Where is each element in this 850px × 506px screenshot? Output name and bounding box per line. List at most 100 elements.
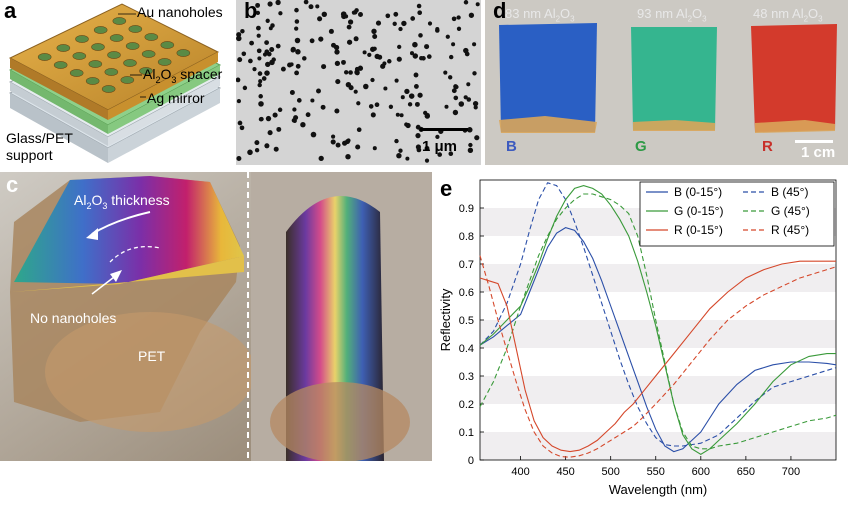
sem-nanohole-dot (254, 148, 260, 153)
sample-r-thickness: 48 nm Al2O3 (753, 6, 823, 24)
sem-nanohole-dot (255, 2, 261, 8)
sem-nanohole-dot (261, 76, 267, 81)
sem-nanohole-dot (351, 10, 356, 15)
x-tick-label: 450 (556, 466, 574, 478)
sem-nanohole-dot (295, 49, 301, 55)
sem-nanohole-dot (240, 28, 245, 34)
sem-nanohole-dot (277, 107, 283, 113)
sem-nanohole-dot (475, 2, 480, 7)
legend-entry: B (45°) (771, 185, 808, 199)
y-tick-label: 0.5 (459, 315, 474, 327)
series-line (479, 255, 837, 458)
sem-nanohole-dot (435, 134, 440, 140)
sem-nanohole-dot (367, 52, 372, 58)
sem-nanohole-dot (437, 152, 443, 157)
nanohole (109, 34, 124, 42)
sem-nanohole-dot (348, 85, 354, 91)
y-tick-label: 0.2 (459, 399, 474, 411)
sem-nanohole-dot (394, 138, 399, 144)
sem-nanohole-dot (256, 33, 261, 38)
sem-nanohole-dot (342, 140, 348, 146)
sem-nanohole-dot (363, 83, 369, 90)
sem-nanohole-dot (316, 88, 321, 94)
sem-nanohole-dot (236, 156, 242, 161)
photo-scale-bar (795, 140, 833, 143)
sem-nanohole-dot (289, 90, 295, 95)
al2o3-spacer-callout: Al2O3 spacer (143, 66, 223, 85)
sem-nanohole-dot (256, 48, 262, 54)
sem-nanohole-dot (264, 70, 270, 76)
nanohole (157, 58, 172, 66)
sem-nanohole-dot (275, 0, 281, 6)
sem-nanohole-dot (317, 16, 323, 22)
sem-nanohole-dot (426, 54, 432, 59)
sem-scale-bar-label: 1 μm (422, 138, 458, 155)
sem-nanohole-dot (271, 57, 276, 62)
sem-nanohole-dot (252, 67, 257, 72)
sem-nanohole-dot (320, 104, 326, 110)
sem-nanohole-dot (255, 10, 261, 16)
sem-nanohole-dot (321, 64, 327, 70)
sem-nanohole-dot (237, 57, 243, 63)
sem-nanohole-dot (236, 35, 242, 42)
panel-a: a Au nanoholes Al2O3 spacer Ag mirror Gl… (0, 0, 232, 170)
sem-nanohole-dot (348, 70, 353, 75)
panel-b-sem-image: b 1 μm (236, 0, 481, 165)
panel-label-b: b (244, 0, 258, 23)
sem-nanohole-dot (383, 86, 388, 91)
sem-nanohole-dot (334, 108, 340, 114)
sem-nanohole-dot (264, 49, 270, 55)
sem-nanohole-dot (257, 82, 262, 88)
sem-nanohole-dot (278, 11, 283, 16)
sem-nanohole-dot (388, 104, 394, 109)
sem-nanohole-dot (357, 65, 364, 71)
sem-nanohole-dot (331, 42, 336, 48)
nanohole (91, 43, 105, 51)
series-line (479, 193, 837, 450)
sample-b-plate (499, 23, 597, 132)
nanohole (69, 69, 84, 77)
sem-nanohole-dot (413, 83, 419, 89)
sem-nanohole-dot (294, 26, 299, 31)
x-tick-label: 600 (692, 466, 710, 478)
sem-nanohole-dot (242, 85, 248, 91)
sem-nanohole-dot (331, 134, 336, 139)
panel-e-reflectivity-chart: e 0 0.1 0.2 0.3 0.4 0.5 0.6 0.7 0.8 0.9 400 450 500 5… (436, 172, 850, 501)
sem-nanohole-dot (256, 25, 261, 31)
y-tick-label: 0.9 (459, 203, 474, 215)
nanohole (128, 25, 143, 33)
sem-nanohole-dot (449, 54, 454, 60)
sem-nanohole-dot (443, 70, 448, 75)
sem-nanohole-dot (334, 60, 341, 67)
sem-nanohole-dot (399, 113, 404, 118)
sem-nanohole-dot (398, 148, 403, 153)
sem-nanohole-dot (448, 151, 454, 157)
nanohole (37, 53, 52, 61)
sem-nanohole-dot (267, 130, 273, 136)
sem-nanohole-dot (372, 146, 377, 151)
sem-nanohole-dot (289, 62, 294, 67)
sem-nanohole-dot (445, 34, 450, 39)
sem-nanohole-dot (346, 39, 353, 45)
sem-nanohole-dot (472, 71, 477, 76)
legend-entry: G (0-15°) (674, 204, 723, 218)
sem-nanohole-dot (247, 149, 253, 156)
sem-nanohole-dot (375, 20, 382, 26)
x-tick-label: 700 (782, 466, 800, 478)
sem-scale-bar (420, 128, 468, 131)
sem-nanohole-dot (236, 77, 241, 83)
y-tick-label: 0.8 (459, 231, 474, 243)
nanohole (53, 61, 68, 69)
color-gradient-region (14, 176, 244, 284)
y-tick-label: 0.1 (459, 427, 474, 439)
sem-nanohole-dot (300, 122, 306, 128)
nanohole (123, 59, 137, 67)
sem-nanohole-dot (463, 95, 468, 100)
sem-nanohole-dot (356, 101, 361, 106)
sem-nanohole-dot (335, 79, 341, 85)
plot-band (480, 376, 836, 404)
x-axis-label: Wavelength (nm) (609, 482, 708, 497)
legend-box (639, 181, 835, 247)
sem-nanohole-dot (374, 53, 380, 60)
nanohole (56, 44, 71, 52)
